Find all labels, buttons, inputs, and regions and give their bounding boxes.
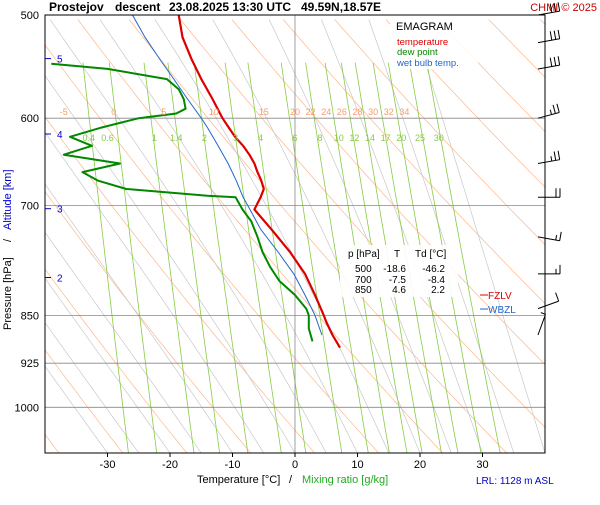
table-row-td: -46.2 bbox=[422, 264, 445, 275]
mixing-ratio-label: 1.4 bbox=[170, 133, 183, 143]
mixing-ratio-label: 2 bbox=[202, 133, 207, 143]
table-row-p: 850 bbox=[355, 285, 372, 296]
dry-adiabat-label: 24 bbox=[321, 107, 331, 117]
header-datetime: 23.08.2025 13:30 UTC bbox=[169, 0, 291, 14]
mixing-ratio-label: 4 bbox=[258, 133, 263, 143]
copyright: CHMI © 2025 bbox=[530, 2, 597, 14]
legend-dewpoint: dew point bbox=[397, 47, 438, 58]
mixing-ratio-label: 20 bbox=[396, 133, 406, 143]
x-tick-label: 20 bbox=[414, 459, 426, 471]
header-coords: 49.59N,18.57E bbox=[301, 0, 381, 14]
mixing-ratio-label: 1 bbox=[152, 133, 157, 143]
dry-adiabat-label: 32 bbox=[384, 107, 394, 117]
mixing-ratio-label: 14 bbox=[365, 133, 375, 143]
mixing-ratio-label: 17 bbox=[381, 133, 391, 143]
altitude-tick-label: 4 bbox=[57, 130, 63, 141]
table-row-td: 2.2 bbox=[431, 285, 445, 296]
mixing-ratio-label: 8 bbox=[317, 133, 322, 143]
table-row-t: -18.6 bbox=[383, 264, 406, 275]
legend-wetbulb: wet bulb temp. bbox=[396, 58, 459, 69]
mixing-ratio-label: 30 bbox=[434, 133, 444, 143]
y-tick-label: 500 bbox=[21, 10, 39, 22]
dry-adiabat-label: 30 bbox=[368, 107, 378, 117]
dry-adiabat-label: -5 bbox=[60, 107, 68, 117]
header-station: Prostejov bbox=[49, 0, 104, 14]
dry-adiabat-label: 26 bbox=[337, 107, 347, 117]
y-tick-label: 700 bbox=[21, 201, 39, 213]
summary-table: p [hPa] T Td [°C] 500 -18.6 -46.2 700 -7… bbox=[340, 245, 458, 297]
dry-adiabat-label: 22 bbox=[306, 107, 316, 117]
legend: EMAGRAM temperature dew point wet bulb t… bbox=[390, 17, 478, 69]
x-tick-label: -10 bbox=[225, 459, 241, 471]
x-axis-label-mix: Mixing ratio [g/kg] bbox=[302, 474, 388, 486]
mixing-ratio-label: 10 bbox=[334, 133, 344, 143]
dry-adiabat-label: 34 bbox=[399, 107, 409, 117]
x-tick-label: 0 bbox=[292, 459, 298, 471]
altitude-tick-label: 3 bbox=[57, 205, 63, 216]
mixing-ratio-label: 25 bbox=[415, 133, 425, 143]
altitude-tick-label: 2 bbox=[57, 274, 63, 285]
mixing-ratio-label: 0.4 bbox=[83, 133, 96, 143]
x-tick-label: 30 bbox=[476, 459, 488, 471]
lrl-note: LRL: 1128 m ASL bbox=[476, 476, 554, 487]
dry-adiabat-label: 5 bbox=[161, 107, 166, 117]
x-tick-label: 10 bbox=[351, 459, 363, 471]
y-tick-label: 850 bbox=[21, 310, 39, 322]
y-axis-label-alt: Altitude [km] bbox=[2, 169, 14, 230]
table-row-p: 500 bbox=[355, 264, 372, 275]
wbzl-label: WBZL bbox=[488, 305, 516, 316]
x-tick-label: -20 bbox=[162, 459, 178, 471]
table-header-t: T bbox=[394, 249, 400, 260]
fzlv-label: FZLV bbox=[488, 291, 512, 302]
y-tick-label: 1000 bbox=[15, 402, 39, 414]
mixing-ratio-label: 0.6 bbox=[101, 133, 114, 143]
mixing-ratio-label: 3 bbox=[233, 133, 238, 143]
y-axis-label-pressure: Pressure [hPa] bbox=[2, 257, 14, 330]
altitude-tick-label: 5 bbox=[57, 55, 63, 66]
dry-adiabat-label: 20 bbox=[290, 107, 300, 117]
mixing-ratio-label: 6 bbox=[292, 133, 297, 143]
dry-adiabat-label: 0 bbox=[111, 107, 116, 117]
table-header-p: p [hPa] bbox=[348, 249, 380, 260]
dry-adiabat-label: 28 bbox=[352, 107, 362, 117]
x-tick-label: -30 bbox=[100, 459, 116, 471]
x-axis-label-temp: Temperature [°C] bbox=[197, 474, 280, 486]
dry-adiabat-label: 15 bbox=[259, 107, 269, 117]
table-row-t: 4.6 bbox=[392, 285, 406, 296]
legend-title: EMAGRAM bbox=[396, 21, 453, 33]
mixing-ratio-label: 12 bbox=[349, 133, 359, 143]
dry-adiabat-label: 10 bbox=[209, 107, 219, 117]
y-tick-label: 925 bbox=[21, 358, 39, 370]
header-mode: descent bbox=[115, 0, 160, 14]
table-header-td: Td [°C] bbox=[415, 249, 446, 260]
y-tick-label: 600 bbox=[21, 113, 39, 125]
